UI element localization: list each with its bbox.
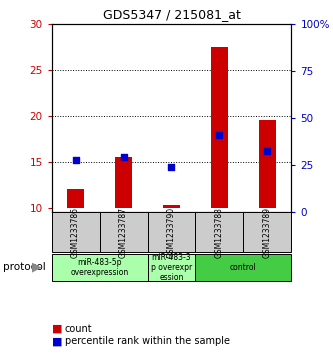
Bar bbox=[100, 212, 148, 252]
Text: GSM1233790: GSM1233790 bbox=[167, 207, 176, 258]
Text: count: count bbox=[65, 323, 93, 334]
Point bbox=[217, 132, 222, 138]
Bar bbox=[195, 254, 291, 281]
Text: GSM1233788: GSM1233788 bbox=[215, 207, 224, 258]
Point bbox=[169, 164, 174, 170]
Point bbox=[73, 157, 78, 163]
Text: GSM1233786: GSM1233786 bbox=[71, 207, 80, 258]
Text: ■: ■ bbox=[52, 323, 62, 334]
Text: miR-483-3
p overexpr
ession: miR-483-3 p overexpr ession bbox=[151, 253, 192, 282]
Bar bbox=[67, 189, 84, 208]
Text: ■: ■ bbox=[52, 336, 62, 346]
Text: GSM1233789: GSM1233789 bbox=[263, 207, 272, 258]
Text: ▶: ▶ bbox=[32, 260, 41, 273]
Bar bbox=[52, 254, 148, 281]
Text: GSM1233787: GSM1233787 bbox=[119, 207, 128, 258]
Text: percentile rank within the sample: percentile rank within the sample bbox=[65, 336, 230, 346]
Bar bbox=[195, 212, 243, 252]
Bar bbox=[148, 212, 195, 252]
Bar bbox=[163, 205, 180, 208]
Point bbox=[265, 148, 270, 154]
Bar bbox=[52, 212, 100, 252]
Point bbox=[121, 154, 126, 160]
Text: protocol: protocol bbox=[3, 262, 46, 272]
Bar bbox=[243, 212, 291, 252]
Bar bbox=[211, 46, 228, 208]
Text: miR-483-5p
overexpression: miR-483-5p overexpression bbox=[71, 258, 129, 277]
Bar bbox=[148, 254, 195, 281]
Text: control: control bbox=[230, 263, 257, 272]
Title: GDS5347 / 215081_at: GDS5347 / 215081_at bbox=[103, 8, 240, 21]
Bar bbox=[259, 120, 276, 208]
Bar bbox=[115, 157, 132, 208]
